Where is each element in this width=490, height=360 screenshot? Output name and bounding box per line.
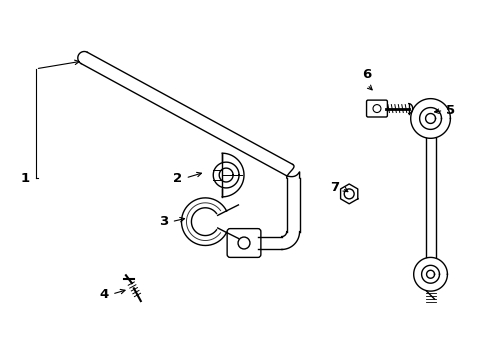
Text: 1: 1 [21, 171, 30, 185]
Text: 5: 5 [446, 104, 456, 117]
Text: 6: 6 [363, 68, 372, 81]
Text: 2: 2 [173, 171, 182, 185]
Text: 3: 3 [159, 215, 169, 228]
Text: 7: 7 [330, 181, 339, 194]
Text: 4: 4 [100, 288, 109, 301]
